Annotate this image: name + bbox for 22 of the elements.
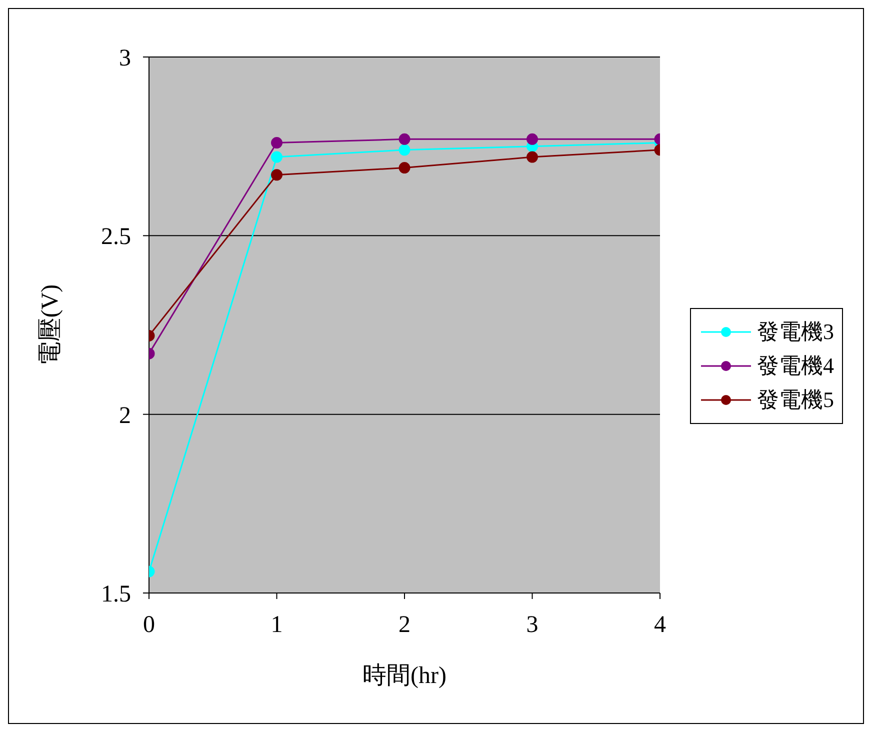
legend-label: 發電機4: [757, 352, 834, 380]
point: [271, 137, 282, 149]
legend-label: 發電機5: [757, 386, 834, 414]
point: [271, 169, 282, 181]
y-tick-label: 3: [119, 46, 131, 72]
y-axis-title: 電壓(V): [38, 284, 64, 366]
point: [398, 133, 410, 145]
point: [398, 144, 410, 156]
x-tick-label: 1: [270, 612, 283, 638]
x-tick-label: 2: [398, 612, 410, 638]
x-tick-label: 0: [143, 612, 155, 638]
y-tick-label: 2: [119, 402, 131, 429]
point: [526, 151, 538, 163]
point: [398, 162, 410, 174]
x-axis-title: 時間(hr): [362, 663, 446, 689]
x-tick-label: 4: [654, 612, 666, 638]
point: [271, 151, 282, 163]
x-tick-label: 3: [526, 612, 538, 638]
y-tick-label: 2.5: [101, 224, 131, 250]
legend-label: 發電機3: [757, 318, 834, 346]
point: [526, 133, 538, 145]
y-tick-label: 1.5: [101, 582, 131, 608]
